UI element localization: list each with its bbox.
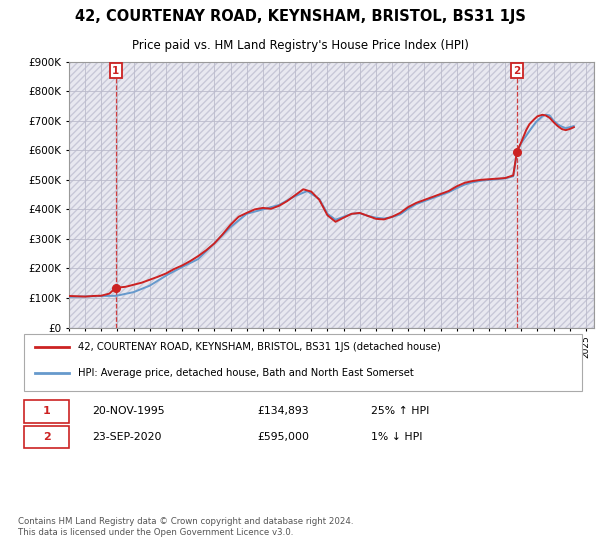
FancyBboxPatch shape <box>24 334 582 391</box>
Text: 25% ↑ HPI: 25% ↑ HPI <box>371 406 430 416</box>
Text: 2: 2 <box>43 432 50 442</box>
FancyBboxPatch shape <box>24 400 70 423</box>
Text: 1: 1 <box>112 66 119 76</box>
Text: £595,000: £595,000 <box>257 432 310 442</box>
Text: 42, COURTENAY ROAD, KEYNSHAM, BRISTOL, BS31 1JS: 42, COURTENAY ROAD, KEYNSHAM, BRISTOL, B… <box>74 9 526 24</box>
FancyBboxPatch shape <box>24 426 70 449</box>
Text: HPI: Average price, detached house, Bath and North East Somerset: HPI: Average price, detached house, Bath… <box>78 368 413 378</box>
Text: 42, COURTENAY ROAD, KEYNSHAM, BRISTOL, BS31 1JS (detached house): 42, COURTENAY ROAD, KEYNSHAM, BRISTOL, B… <box>78 342 440 352</box>
Text: Price paid vs. HM Land Registry's House Price Index (HPI): Price paid vs. HM Land Registry's House … <box>131 39 469 53</box>
Text: 20-NOV-1995: 20-NOV-1995 <box>92 406 165 416</box>
Text: 23-SEP-2020: 23-SEP-2020 <box>92 432 161 442</box>
Text: 1% ↓ HPI: 1% ↓ HPI <box>371 432 423 442</box>
Text: 2: 2 <box>514 66 521 76</box>
Text: 1: 1 <box>43 406 50 416</box>
Text: Contains HM Land Registry data © Crown copyright and database right 2024.
This d: Contains HM Land Registry data © Crown c… <box>18 517 353 536</box>
Text: £134,893: £134,893 <box>257 406 309 416</box>
